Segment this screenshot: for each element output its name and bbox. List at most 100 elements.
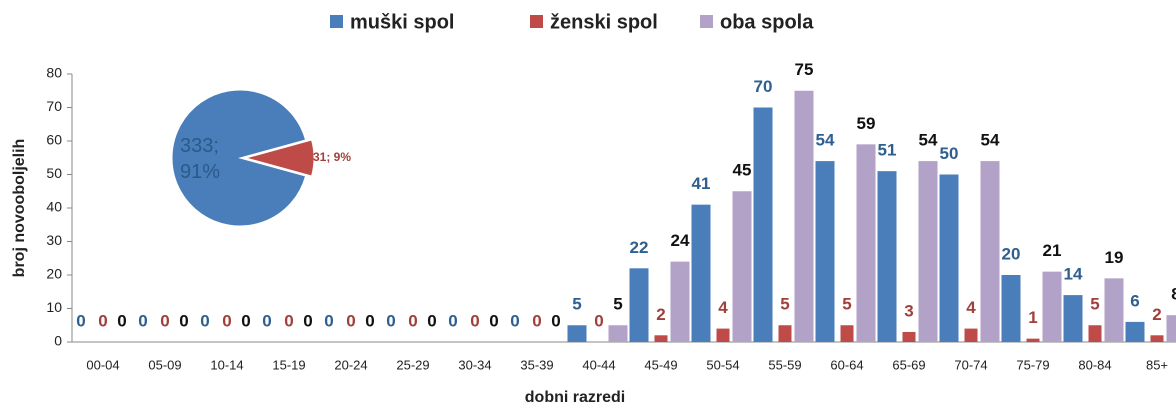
pie-slice [244,139,315,177]
x-tick-label: 40-44 [582,357,615,372]
data-label: 0 [386,311,395,330]
y-tick-label: 80 [46,65,62,81]
bar [691,204,711,342]
data-label: 0 [427,311,436,330]
data-label: 54 [981,131,1000,150]
data-label: 0 [222,311,231,330]
data-label: 14 [1064,265,1083,284]
data-label: 70 [754,77,773,96]
x-tick-label: 45-49 [644,357,677,372]
data-label: 5 [572,295,581,314]
data-label: 0 [448,311,457,330]
data-label: 5 [1090,295,1099,314]
bar [716,328,730,342]
bar [840,325,854,342]
data-label: 54 [816,131,835,150]
x-tick-label: 15-19 [272,357,305,372]
legend-label: ženski spol [550,11,658,33]
y-tick-label: 50 [46,165,62,181]
x-tick-label: 80-84 [1078,357,1111,372]
x-tick-label: 25-29 [396,357,429,372]
bar [1063,295,1083,342]
x-tick-label: 05-09 [148,357,181,372]
x-tick-label: 75-79 [1016,357,1049,372]
pie-slice [171,89,307,227]
data-label: 19 [1105,248,1124,267]
bar [1125,321,1145,342]
pie-label: 31; 9% [313,150,351,164]
data-label: 0 [551,311,560,330]
bar [1001,275,1021,342]
data-label: 0 [365,311,374,330]
data-label: 0 [117,311,126,330]
bar [964,328,978,342]
data-label: 0 [76,311,85,330]
bar [918,161,938,342]
bar [654,335,668,342]
data-label: 54 [919,131,938,150]
y-tick-label: 10 [46,299,62,315]
bar [670,261,690,342]
data-label: 0 [303,311,312,330]
bar [815,161,835,342]
bar [939,174,959,342]
data-label: 59 [857,114,876,133]
data-label: 0 [241,311,250,330]
data-label: 2 [656,305,665,324]
legend-swatch [530,15,543,28]
legend-swatch [700,15,713,28]
data-label: 0 [262,311,271,330]
bar [629,268,649,342]
data-label: 0 [160,311,169,330]
data-label: 1 [1028,308,1037,327]
data-label: 4 [966,298,976,317]
data-label: 51 [878,141,897,160]
bar [567,325,587,342]
data-label: 0 [510,311,519,330]
x-tick-label: 85+ [1146,357,1168,372]
legend-label: muški spol [350,11,454,33]
data-label: 0 [324,311,333,330]
data-label: 75 [795,60,814,79]
data-label: 5 [842,295,851,314]
y-tick-label: 30 [46,232,62,248]
y-axis-title: broj novooboljelih [11,139,28,278]
x-tick-label: 65-69 [892,357,925,372]
data-label: 20 [1002,244,1021,263]
y-tick-label: 20 [46,266,62,282]
x-tick-label: 00-04 [86,357,119,372]
bar [1150,335,1164,342]
bar [902,331,916,342]
bar [877,171,897,342]
legend-swatch [330,15,343,28]
x-tick-label: 55-59 [768,357,801,372]
data-label: 3 [904,301,913,320]
y-tick-label: 0 [54,333,62,349]
bar [980,161,1000,342]
x-tick-label: 20-24 [334,357,367,372]
x-tick-label: 70-74 [954,357,987,372]
data-label: 21 [1043,241,1062,260]
data-label: 4 [718,298,728,317]
data-label: 0 [594,311,603,330]
bar [778,325,792,342]
data-label: 0 [489,311,498,330]
data-label: 8 [1171,285,1176,304]
data-label: 41 [692,174,711,193]
y-tick-label: 70 [46,98,62,114]
x-tick-label: 50-54 [706,357,739,372]
bar [1026,338,1040,342]
data-label: 0 [138,311,147,330]
bar [1166,315,1176,342]
pie-label: 333; 91% [180,135,221,183]
data-label: 2 [1152,305,1161,324]
data-label: 0 [200,311,209,330]
data-label: 0 [98,311,107,330]
x-axis-title: dobni razredi [525,389,625,406]
x-tick-label: 10-14 [210,357,243,372]
data-label: 22 [630,238,649,257]
legend-label: oba spola [720,11,814,33]
data-label: 24 [671,231,690,250]
